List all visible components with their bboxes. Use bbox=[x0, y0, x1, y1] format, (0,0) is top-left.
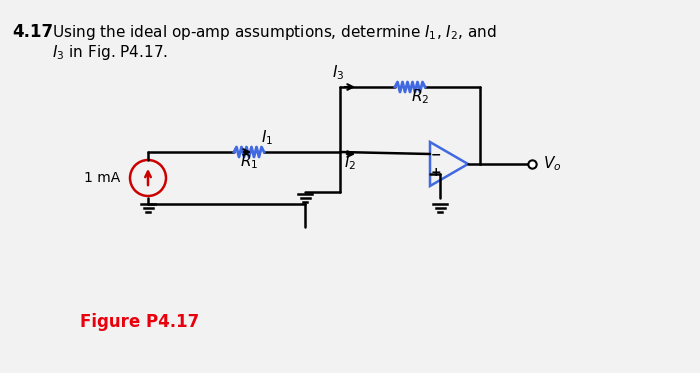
Text: −: − bbox=[430, 148, 441, 162]
Text: Using the ideal op-amp assumptions, determine $I_1$, $I_2$, and: Using the ideal op-amp assumptions, dete… bbox=[52, 23, 496, 42]
Text: $R_1$: $R_1$ bbox=[240, 152, 258, 171]
Text: Figure P4.17: Figure P4.17 bbox=[80, 313, 200, 331]
Text: $I_3$ in Fig. P4.17.: $I_3$ in Fig. P4.17. bbox=[52, 43, 168, 62]
Text: $I_2$: $I_2$ bbox=[344, 153, 356, 172]
Text: +: + bbox=[430, 166, 441, 179]
Text: $I_3$: $I_3$ bbox=[332, 63, 344, 82]
Text: $I_1$: $I_1$ bbox=[261, 128, 273, 147]
Text: $V_o$: $V_o$ bbox=[543, 155, 561, 173]
Text: 1 mA: 1 mA bbox=[84, 171, 120, 185]
Text: 4.17: 4.17 bbox=[12, 23, 53, 41]
Text: $R_2$: $R_2$ bbox=[411, 87, 429, 106]
